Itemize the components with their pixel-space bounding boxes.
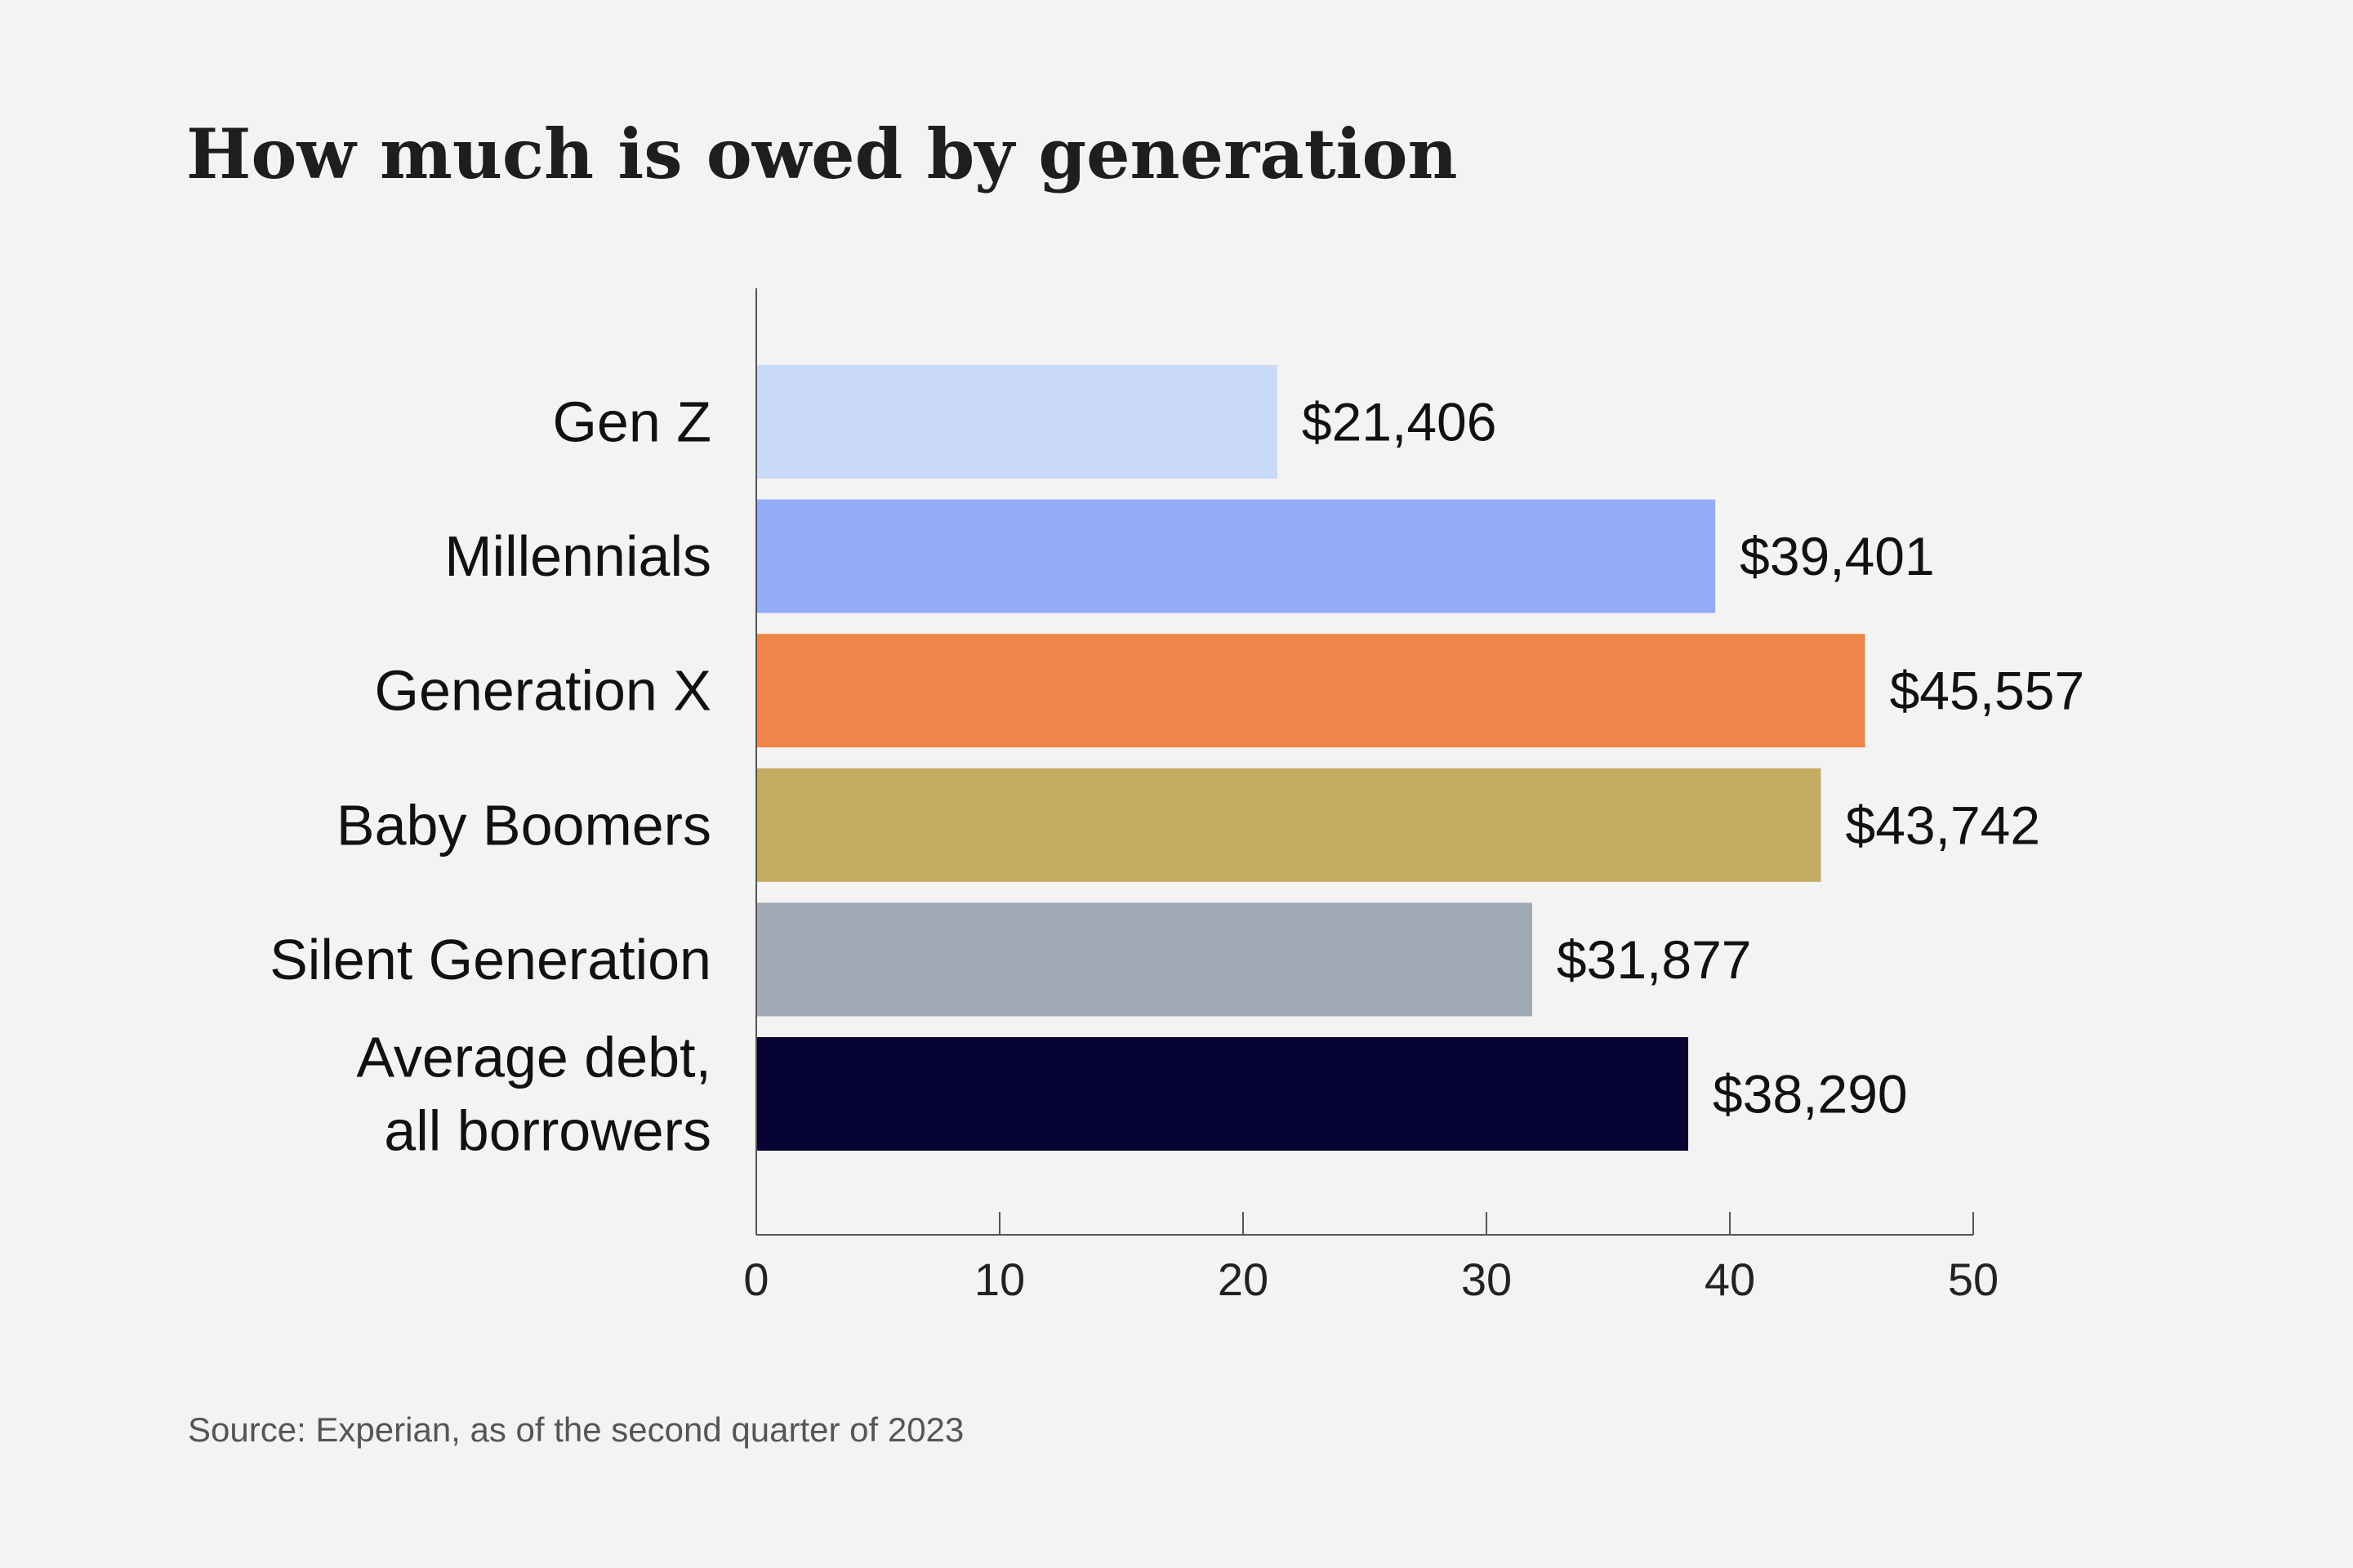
x-tick-label: 50 — [1948, 1254, 1999, 1305]
x-tick-label: 20 — [1218, 1254, 1268, 1305]
bar — [756, 768, 1821, 882]
bar — [756, 634, 1865, 748]
category-label: Silent Generation — [270, 928, 711, 991]
value-label: $38,290 — [1713, 1064, 1908, 1125]
category-label: Generation X — [375, 659, 711, 723]
bar — [756, 499, 1716, 613]
x-tick-label: 0 — [743, 1254, 769, 1305]
x-tick-label: 10 — [974, 1254, 1025, 1305]
bar — [756, 1037, 1689, 1151]
x-tick-label: 40 — [1705, 1254, 1755, 1305]
category-label: Millennials — [444, 524, 711, 588]
value-label: $43,742 — [1846, 795, 2041, 855]
category-label: Average debt, all borrowers — [356, 1026, 711, 1163]
bar — [756, 902, 1532, 1017]
value-label: $21,406 — [1302, 392, 1497, 452]
category-label: Baby Boomers — [336, 793, 711, 857]
value-label: $45,557 — [1890, 661, 2085, 721]
category-label: Gen Z — [552, 390, 711, 454]
value-label: $39,401 — [1740, 526, 1935, 586]
chart-title: How much is owed by generation — [186, 114, 1458, 194]
x-tick-label: 30 — [1461, 1254, 1512, 1305]
source-note: Source: Experian, as of the second quart… — [188, 1410, 964, 1449]
value-label: $31,877 — [1557, 929, 1752, 990]
bar — [756, 365, 1277, 479]
